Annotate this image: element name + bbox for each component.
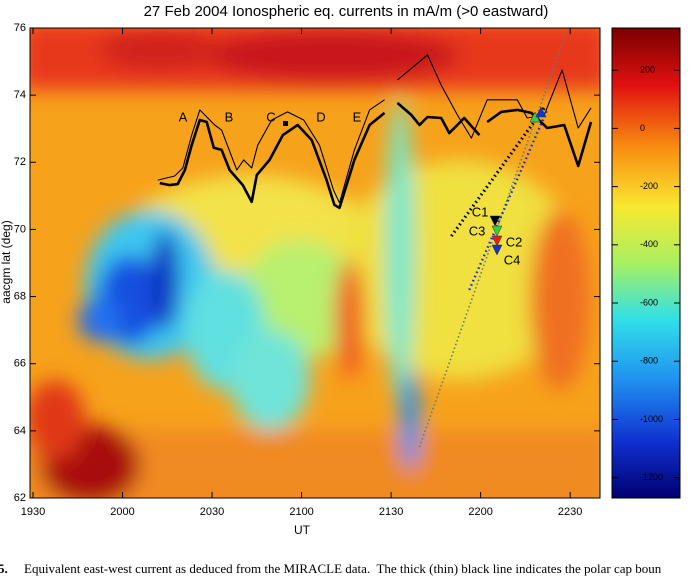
marker — [535, 106, 547, 118]
line-series — [468, 109, 549, 291]
line-series — [157, 54, 592, 204]
marker — [283, 121, 288, 126]
marker — [491, 225, 503, 237]
x-tick-label: 2000 — [110, 506, 134, 518]
annotation: C3 — [469, 223, 486, 238]
chart-title: 27 Feb 2004 Ionospheric eq. currents in … — [144, 3, 549, 20]
x-tick-label: 1930 — [21, 506, 45, 518]
annotation: C2 — [506, 234, 523, 249]
caption: Equivalent east-west current as deduced … — [24, 561, 662, 576]
x-axis-label: UT — [294, 523, 311, 537]
x-tick-label: 2200 — [468, 506, 492, 518]
annotation: C1 — [472, 204, 489, 219]
marker — [491, 244, 503, 256]
x-tick-label: 2100 — [289, 506, 313, 518]
annotation: B — [225, 109, 234, 124]
y-tick-label: 66 — [14, 358, 26, 370]
line-series — [450, 106, 546, 238]
caption-number: 5. — [0, 561, 8, 576]
colorbar-tick-label: 200 — [640, 65, 655, 75]
colorbar — [611, 27, 681, 499]
y-tick-label: 74 — [14, 89, 26, 101]
colorbar-tick-label: -200 — [640, 181, 658, 191]
y-tick-label: 70 — [14, 223, 26, 235]
y-tick-label: 76 — [14, 22, 26, 34]
plot-frame — [29, 27, 601, 499]
y-tick-label: 68 — [14, 290, 26, 302]
heatmap — [30, 28, 600, 498]
colorbar-tick-label: -400 — [640, 239, 658, 249]
colorbar-tick-label: 0 — [640, 123, 645, 133]
annotation: E — [353, 109, 362, 124]
colorbar-tick-label: -1000 — [640, 414, 663, 424]
x-tick-label: 2130 — [379, 506, 403, 518]
y-tick-label: 62 — [14, 492, 26, 504]
annotation: D — [316, 109, 325, 124]
marker — [489, 215, 501, 227]
annotation: C4 — [504, 252, 521, 267]
y-tick-label: 64 — [14, 425, 26, 437]
x-tick-label: 2230 — [558, 506, 582, 518]
colorbar-tick-label: -600 — [640, 297, 658, 307]
colorbar-tick-label: -800 — [640, 356, 658, 366]
x-tick-label: 2030 — [200, 506, 224, 518]
y-axis-label: aacgm lat (deg) — [0, 220, 13, 303]
annotation: C — [266, 109, 275, 124]
y-tick-label: 72 — [14, 156, 26, 168]
colorbar-tick-label: -1200 — [640, 472, 663, 482]
annotation: A — [179, 109, 188, 124]
marker — [491, 235, 503, 247]
